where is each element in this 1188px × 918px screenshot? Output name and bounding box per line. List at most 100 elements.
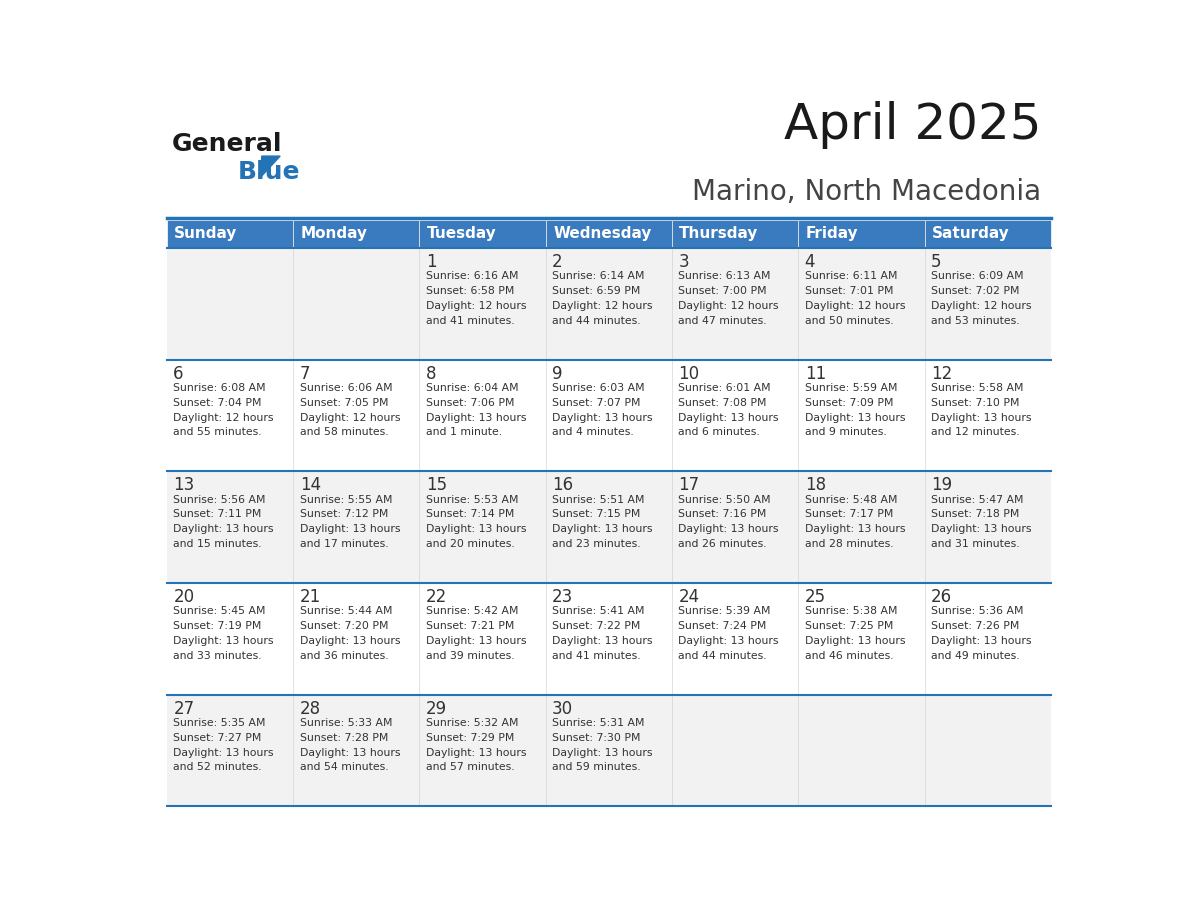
Text: Sunrise: 6:01 AM
Sunset: 7:08 PM
Daylight: 13 hours
and 6 minutes.: Sunrise: 6:01 AM Sunset: 7:08 PM Dayligh… [678,383,779,437]
Text: 25: 25 [804,588,826,606]
Text: General: General [171,132,282,156]
Bar [293,360,419,471]
Text: 17: 17 [678,476,700,494]
Text: 16: 16 [552,476,574,494]
Text: Sunrise: 5:39 AM
Sunset: 7:24 PM
Daylight: 13 hours
and 44 minutes.: Sunrise: 5:39 AM Sunset: 7:24 PM Dayligh… [678,607,779,661]
Bar [166,360,293,471]
Text: Sunrise: 5:33 AM
Sunset: 7:28 PM
Daylight: 13 hours
and 54 minutes.: Sunrise: 5:33 AM Sunset: 7:28 PM Dayligh… [299,718,400,772]
Bar [924,219,1051,248]
Text: Sunrise: 5:56 AM
Sunset: 7:11 PM
Daylight: 13 hours
and 15 minutes.: Sunrise: 5:56 AM Sunset: 7:11 PM Dayligh… [173,495,274,549]
Bar [798,695,924,806]
Bar [798,360,924,471]
Text: Sunrise: 5:38 AM
Sunset: 7:25 PM
Daylight: 13 hours
and 46 minutes.: Sunrise: 5:38 AM Sunset: 7:25 PM Dayligh… [804,607,905,661]
Bar [672,219,798,248]
Text: Tuesday: Tuesday [426,227,497,241]
Text: 15: 15 [425,476,447,494]
Text: 5: 5 [931,253,941,271]
Bar [672,471,798,583]
Text: Sunrise: 5:36 AM
Sunset: 7:26 PM
Daylight: 13 hours
and 49 minutes.: Sunrise: 5:36 AM Sunset: 7:26 PM Dayligh… [931,607,1031,661]
Text: Sunrise: 5:58 AM
Sunset: 7:10 PM
Daylight: 13 hours
and 12 minutes.: Sunrise: 5:58 AM Sunset: 7:10 PM Dayligh… [931,383,1031,437]
Text: Sunrise: 5:41 AM
Sunset: 7:22 PM
Daylight: 13 hours
and 41 minutes.: Sunrise: 5:41 AM Sunset: 7:22 PM Dayligh… [552,607,652,661]
Text: 26: 26 [931,588,952,606]
Text: 22: 22 [425,588,447,606]
Bar [293,471,419,583]
Text: 29: 29 [425,700,447,718]
Bar [798,219,924,248]
Text: Sunrise: 6:11 AM
Sunset: 7:01 PM
Daylight: 12 hours
and 50 minutes.: Sunrise: 6:11 AM Sunset: 7:01 PM Dayligh… [804,272,905,326]
Text: Wednesday: Wednesday [554,227,651,241]
Bar [419,471,545,583]
Text: 10: 10 [678,364,700,383]
Bar [419,583,545,695]
Bar [545,360,672,471]
Bar [293,219,419,248]
Text: Saturday: Saturday [931,227,1010,241]
Text: Sunrise: 6:06 AM
Sunset: 7:05 PM
Daylight: 12 hours
and 58 minutes.: Sunrise: 6:06 AM Sunset: 7:05 PM Dayligh… [299,383,400,437]
Text: Sunday: Sunday [175,227,238,241]
Bar [672,248,798,360]
Text: Sunrise: 5:53 AM
Sunset: 7:14 PM
Daylight: 13 hours
and 20 minutes.: Sunrise: 5:53 AM Sunset: 7:14 PM Dayligh… [425,495,526,549]
Bar [545,695,672,806]
Text: Thursday: Thursday [680,227,759,241]
Bar [924,583,1051,695]
Bar [293,248,419,360]
Text: Sunrise: 6:04 AM
Sunset: 7:06 PM
Daylight: 13 hours
and 1 minute.: Sunrise: 6:04 AM Sunset: 7:06 PM Dayligh… [425,383,526,437]
Text: 9: 9 [552,364,563,383]
Polygon shape [261,156,280,176]
Text: 6: 6 [173,364,184,383]
Text: April 2025: April 2025 [784,101,1042,149]
Bar [924,471,1051,583]
Text: 18: 18 [804,476,826,494]
Bar [672,583,798,695]
Text: Sunrise: 5:44 AM
Sunset: 7:20 PM
Daylight: 13 hours
and 36 minutes.: Sunrise: 5:44 AM Sunset: 7:20 PM Dayligh… [299,607,400,661]
Bar [798,583,924,695]
Text: Marino, North Macedonia: Marino, North Macedonia [693,177,1042,206]
Bar [924,695,1051,806]
Text: Sunrise: 5:51 AM
Sunset: 7:15 PM
Daylight: 13 hours
and 23 minutes.: Sunrise: 5:51 AM Sunset: 7:15 PM Dayligh… [552,495,652,549]
Text: Monday: Monday [301,227,367,241]
Bar [924,248,1051,360]
Text: 23: 23 [552,588,574,606]
Text: Sunrise: 5:59 AM
Sunset: 7:09 PM
Daylight: 13 hours
and 9 minutes.: Sunrise: 5:59 AM Sunset: 7:09 PM Dayligh… [804,383,905,437]
Bar [166,583,293,695]
Text: 11: 11 [804,364,826,383]
Text: 7: 7 [299,364,310,383]
Bar [419,248,545,360]
Text: Sunrise: 5:35 AM
Sunset: 7:27 PM
Daylight: 13 hours
and 52 minutes.: Sunrise: 5:35 AM Sunset: 7:27 PM Dayligh… [173,718,274,772]
Text: Sunrise: 5:31 AM
Sunset: 7:30 PM
Daylight: 13 hours
and 59 minutes.: Sunrise: 5:31 AM Sunset: 7:30 PM Dayligh… [552,718,652,772]
Text: Sunrise: 6:14 AM
Sunset: 6:59 PM
Daylight: 12 hours
and 44 minutes.: Sunrise: 6:14 AM Sunset: 6:59 PM Dayligh… [552,272,652,326]
Text: 2: 2 [552,253,563,271]
Text: Sunrise: 6:16 AM
Sunset: 6:58 PM
Daylight: 12 hours
and 41 minutes.: Sunrise: 6:16 AM Sunset: 6:58 PM Dayligh… [425,272,526,326]
Text: Sunrise: 5:48 AM
Sunset: 7:17 PM
Daylight: 13 hours
and 28 minutes.: Sunrise: 5:48 AM Sunset: 7:17 PM Dayligh… [804,495,905,549]
Text: 24: 24 [678,588,700,606]
Text: Sunrise: 5:32 AM
Sunset: 7:29 PM
Daylight: 13 hours
and 57 minutes.: Sunrise: 5:32 AM Sunset: 7:29 PM Dayligh… [425,718,526,772]
Text: 12: 12 [931,364,953,383]
Text: 3: 3 [678,253,689,271]
Text: 20: 20 [173,588,195,606]
Text: 8: 8 [425,364,436,383]
Bar [419,360,545,471]
Bar [419,219,545,248]
Bar [798,248,924,360]
Text: Sunrise: 5:42 AM
Sunset: 7:21 PM
Daylight: 13 hours
and 39 minutes.: Sunrise: 5:42 AM Sunset: 7:21 PM Dayligh… [425,607,526,661]
Text: 28: 28 [299,700,321,718]
Text: Sunrise: 5:50 AM
Sunset: 7:16 PM
Daylight: 13 hours
and 26 minutes.: Sunrise: 5:50 AM Sunset: 7:16 PM Dayligh… [678,495,779,549]
Text: Sunrise: 6:13 AM
Sunset: 7:00 PM
Daylight: 12 hours
and 47 minutes.: Sunrise: 6:13 AM Sunset: 7:00 PM Dayligh… [678,272,779,326]
Text: Sunrise: 5:55 AM
Sunset: 7:12 PM
Daylight: 13 hours
and 17 minutes.: Sunrise: 5:55 AM Sunset: 7:12 PM Dayligh… [299,495,400,549]
Bar [545,219,672,248]
Bar [166,248,293,360]
Text: Sunrise: 6:03 AM
Sunset: 7:07 PM
Daylight: 13 hours
and 4 minutes.: Sunrise: 6:03 AM Sunset: 7:07 PM Dayligh… [552,383,652,437]
Bar [924,360,1051,471]
Bar [166,695,293,806]
Text: 4: 4 [804,253,815,271]
Text: 14: 14 [299,476,321,494]
Text: 27: 27 [173,700,195,718]
Bar [293,583,419,695]
Text: 30: 30 [552,700,574,718]
Text: Sunrise: 6:09 AM
Sunset: 7:02 PM
Daylight: 12 hours
and 53 minutes.: Sunrise: 6:09 AM Sunset: 7:02 PM Dayligh… [931,272,1031,326]
Bar [166,219,293,248]
Text: Sunrise: 6:08 AM
Sunset: 7:04 PM
Daylight: 12 hours
and 55 minutes.: Sunrise: 6:08 AM Sunset: 7:04 PM Dayligh… [173,383,274,437]
Text: Blue: Blue [238,161,301,185]
Text: 1: 1 [425,253,436,271]
Bar [166,471,293,583]
